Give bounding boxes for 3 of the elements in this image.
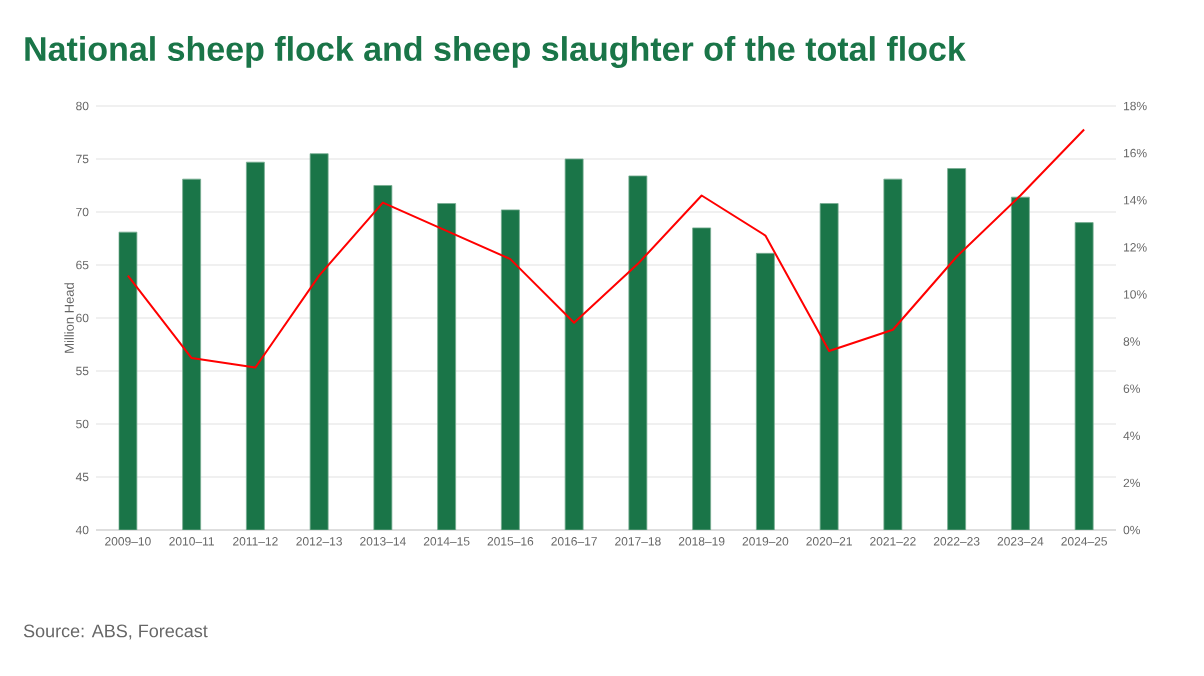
chart-title: National sheep flock and sheep slaughter of the total flock [25, 36, 966, 68]
line-series [126, 128, 1086, 369]
source-note: Source: ABS, Forecast [23, 624, 208, 640]
